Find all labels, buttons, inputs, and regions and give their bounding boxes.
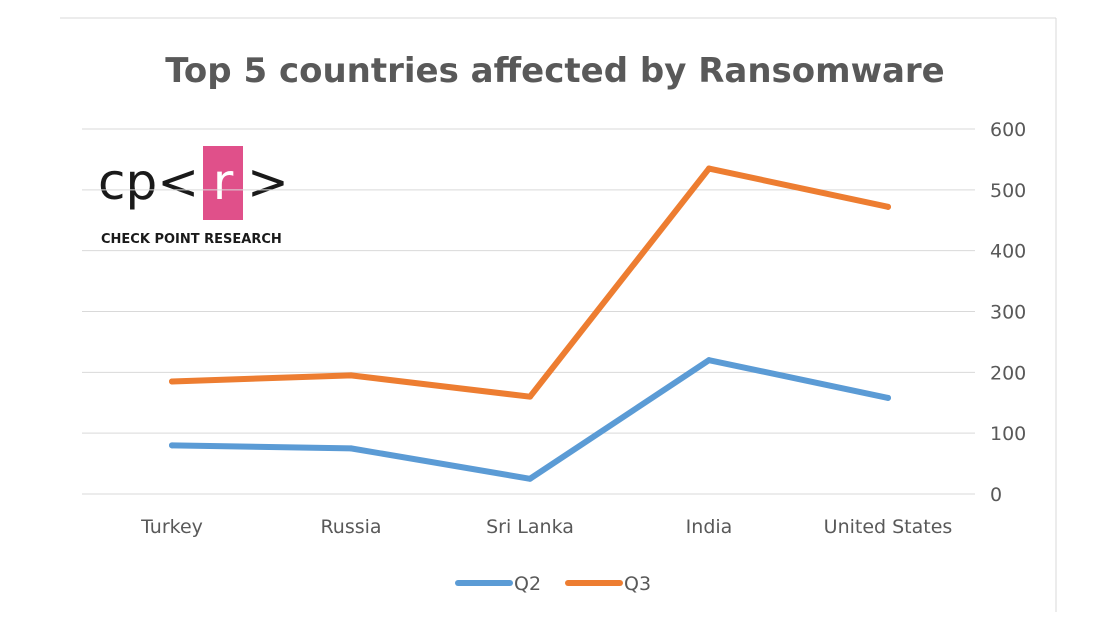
legend: Q2 Q3 xyxy=(455,573,651,595)
y-axis-ticks: 0 100 200 300 400 500 600 xyxy=(990,119,1026,506)
data-point-q3 xyxy=(706,165,712,172)
x-tick-label: Russia xyxy=(320,516,381,538)
legend-label-q2: Q2 xyxy=(514,573,541,595)
logo-text-letter: r xyxy=(213,153,234,211)
chart-title: Top 5 countries affected by Ransomware xyxy=(165,51,945,91)
x-tick-label: Sri Lanka xyxy=(486,516,574,538)
logo-text-right: > xyxy=(247,153,289,211)
y-tick-label: 600 xyxy=(990,119,1026,141)
x-tick-label: India xyxy=(686,516,733,538)
data-point-q3 xyxy=(885,203,891,210)
gridlines xyxy=(82,128,975,495)
x-tick-label: Turkey xyxy=(140,516,203,538)
y-tick-label: 300 xyxy=(990,302,1026,324)
x-tick-label: United States xyxy=(824,516,953,538)
y-tick-label: 400 xyxy=(990,241,1026,263)
y-tick-label: 100 xyxy=(990,423,1026,445)
data-point-q2 xyxy=(169,442,175,449)
data-point-q3 xyxy=(169,378,175,385)
logo-text-left: cp< xyxy=(98,153,199,211)
y-tick-label: 0 xyxy=(990,484,1002,506)
data-point-q2 xyxy=(527,475,533,482)
logo-accent-box xyxy=(203,146,243,220)
y-tick-label: 200 xyxy=(990,362,1026,384)
data-point-q2 xyxy=(885,394,891,401)
data-point-q3 xyxy=(527,393,533,400)
legend-label-q3: Q3 xyxy=(624,573,651,595)
chart-frame xyxy=(60,17,1057,612)
series-lines xyxy=(169,165,891,482)
data-point-q2 xyxy=(348,445,354,452)
data-point-q3 xyxy=(348,372,354,379)
logo-subtitle: CHECK POINT RESEARCH xyxy=(101,232,282,247)
data-point-q2 xyxy=(706,357,712,364)
x-axis-ticks: Turkey Russia Sri Lanka India United States xyxy=(140,516,952,538)
check-point-research-logo: cp< r > CHECK POINT RESEARCH xyxy=(98,146,289,247)
y-tick-label: 500 xyxy=(990,180,1026,202)
